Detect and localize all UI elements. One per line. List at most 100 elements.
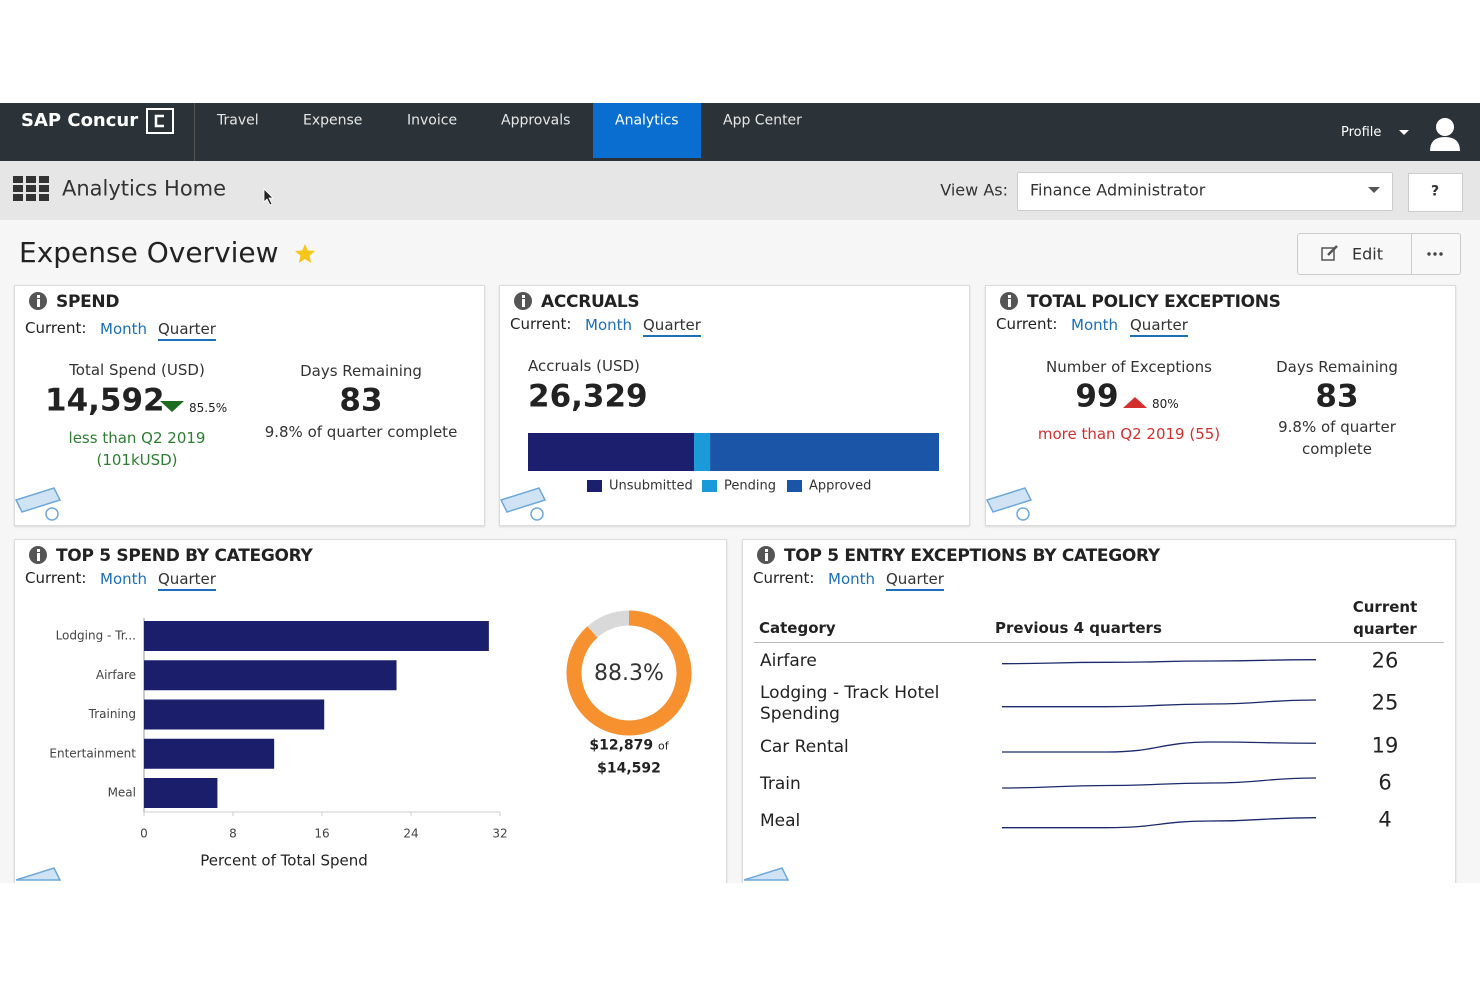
metric-value: 26,329 — [528, 378, 648, 415]
info-icon[interactable] — [514, 292, 532, 310]
help-label[interactable]: ? — [1430, 183, 1440, 200]
edit-icon[interactable] — [1321, 245, 1339, 262]
metric-value: 99 — [1075, 378, 1119, 415]
current-label: Current: — [996, 315, 1058, 333]
period-quarter[interactable]: Quarter — [1130, 316, 1188, 334]
down-arrow — [160, 401, 184, 412]
comparison: (101kUSD) — [96, 451, 178, 469]
brand-logo — [146, 108, 174, 134]
period-quarter[interactable]: Quarter — [643, 316, 701, 334]
card-title: TOP 5 ENTRY EXCEPTIONS BY CATEGORY — [784, 545, 1160, 566]
period-quarter[interactable]: Quarter — [158, 320, 216, 338]
metric-label: Accruals (USD) — [528, 357, 640, 375]
nav-item[interactable]: Expense — [303, 112, 363, 129]
accruals-card — [499, 285, 970, 526]
info-icon[interactable] — [29, 292, 47, 310]
row-current: 4 — [1378, 807, 1392, 832]
edit-button[interactable]: Edit — [1352, 244, 1383, 264]
metric-value: 83 — [339, 382, 383, 419]
column-header: Category — [759, 619, 836, 637]
period-month[interactable]: Month — [1071, 316, 1119, 334]
period-month[interactable]: Month — [828, 570, 876, 588]
donut-of: of — [658, 739, 669, 753]
row-category: Meal — [760, 810, 801, 831]
row-category: Train — [760, 773, 801, 794]
row-current: 6 — [1378, 770, 1392, 795]
divider — [1411, 233, 1412, 275]
period-quarter[interactable]: Quarter — [886, 570, 944, 588]
current-label: Current: — [25, 569, 87, 587]
brand[interactable]: SAP Concur — [21, 110, 139, 132]
page-title: Expense Overview — [19, 236, 279, 270]
column-header: Current quarter — [1352, 598, 1418, 638]
divider — [194, 103, 195, 161]
card-icon — [14, 487, 62, 521]
nav-item[interactable]: App Center — [723, 112, 802, 129]
row-current: 25 — [1371, 690, 1399, 715]
donut-amount: $12,879 — [589, 737, 654, 754]
apps-icon[interactable] — [13, 176, 49, 202]
current-label: Current: — [753, 569, 815, 587]
help-button[interactable] — [1408, 173, 1463, 212]
info-icon[interactable] — [1000, 292, 1018, 310]
change: 85.5% — [189, 400, 228, 415]
current-label: Current: — [25, 319, 87, 337]
period-quarter[interactable]: Quarter — [158, 570, 216, 588]
cursor — [263, 188, 274, 206]
card-icon — [499, 487, 547, 521]
row-category: Lodging - Track Hotel Spending — [760, 683, 940, 724]
metric-label: Total Spend (USD) — [69, 361, 205, 379]
info-icon[interactable] — [757, 546, 775, 564]
row-category: Airfare — [760, 650, 817, 671]
nav-item[interactable]: Invoice — [407, 112, 458, 129]
nav-item[interactable]: Analytics — [615, 112, 679, 129]
card-title: TOP 5 SPEND BY CATEGORY — [56, 545, 313, 566]
metric-label: Days Remaining — [300, 362, 422, 380]
caret — [1399, 130, 1409, 135]
row-category: Car Rental — [760, 736, 849, 757]
caret — [1368, 187, 1380, 193]
period-month[interactable]: Month — [585, 316, 633, 334]
card-icon — [985, 487, 1033, 521]
spend-card — [14, 285, 485, 526]
period-month[interactable]: Month — [100, 320, 148, 338]
header-rule — [754, 642, 1444, 643]
top-spend-card — [14, 539, 727, 901]
view-as-select[interactable] — [1017, 172, 1393, 211]
info-icon[interactable] — [29, 546, 47, 564]
nav-item[interactable]: Approvals — [501, 112, 571, 129]
profile-menu[interactable]: Profile — [1341, 125, 1382, 141]
progress: 9.8% of quarter complete — [1278, 418, 1396, 458]
donut-amount-line: $12,879 of — [589, 738, 668, 755]
card-icon — [15, 867, 62, 881]
comparison: less than Q2 2019 — [68, 429, 206, 447]
avatar[interactable] — [1428, 115, 1462, 153]
column-header: Previous 4 quarters — [995, 619, 1162, 637]
up-arrow — [1123, 397, 1147, 408]
row-current: 19 — [1371, 733, 1399, 758]
metric-value: 83 — [1315, 378, 1359, 415]
more-button[interactable] — [1427, 252, 1443, 256]
donut-total: $14,592 — [597, 760, 661, 777]
card-title: SPEND — [56, 291, 120, 312]
view-as-label: View As: — [940, 180, 1008, 200]
view-as-value[interactable]: Finance Administrator — [1030, 180, 1206, 200]
sub-header-title: Analytics Home — [62, 176, 227, 201]
nav-bar — [0, 103, 1480, 161]
top-exceptions-card — [742, 539, 1456, 901]
favorite-star[interactable] — [294, 243, 316, 264]
metric-label: Number of Exceptions — [1046, 358, 1212, 376]
card-icon — [743, 867, 790, 881]
card-title: TOTAL POLICY EXCEPTIONS — [1027, 291, 1281, 312]
active-tab — [593, 103, 701, 158]
current-label: Current: — [510, 315, 572, 333]
row-current: 26 — [1371, 648, 1399, 673]
metric-value: 14,592 — [45, 382, 165, 419]
exceptions-card — [985, 285, 1456, 526]
card-title: ACCRUALS — [541, 291, 640, 312]
period-month[interactable]: Month — [100, 570, 148, 588]
progress: 9.8% of quarter complete — [264, 423, 458, 441]
nav-item[interactable]: Travel — [217, 112, 259, 129]
bottom-band — [0, 883, 1480, 987]
